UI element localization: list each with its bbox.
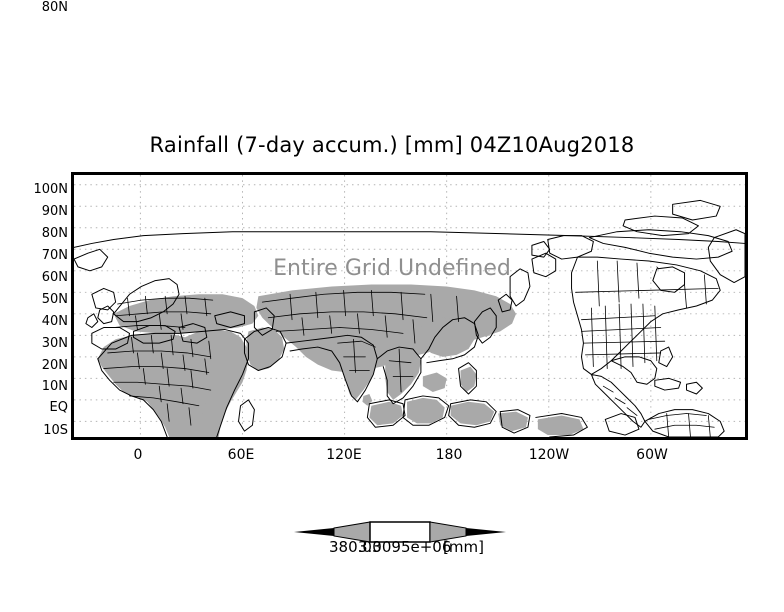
coastlines-and-borders xyxy=(74,199,745,437)
x-tick-label: 60E xyxy=(227,447,255,463)
y-tick-label: 50N xyxy=(41,292,68,307)
y-tick-label: 60N xyxy=(41,270,68,285)
colorbar-extend-max-spike xyxy=(466,528,506,536)
y-tick-label: 90N xyxy=(41,204,68,219)
x-tick-label: 0 xyxy=(133,447,143,463)
x-tick-label: 120W xyxy=(528,447,570,463)
colorbar-units-label: [mm] xyxy=(443,538,484,556)
y-tick-label: 80N xyxy=(41,0,68,15)
y-tick-label: 70N xyxy=(41,248,68,263)
x-tick-label: 60W xyxy=(636,447,668,463)
us-state-borders xyxy=(581,303,666,369)
colorbar-min-label: 380.03 xyxy=(329,538,382,556)
colorbar-svg xyxy=(294,521,506,543)
colorbar[interactable] xyxy=(292,518,508,568)
y-tick-label: 100N xyxy=(33,182,68,197)
country-borders xyxy=(103,260,719,437)
y-tick-label: 20N xyxy=(41,358,68,373)
x-tick-label: 120E xyxy=(326,447,362,463)
x-tick-label: 180 xyxy=(435,447,463,463)
y-tick-label: EQ xyxy=(49,400,68,415)
colorbar-max-label: 3.0095e+06 xyxy=(358,538,452,556)
y-tick-label: 10S xyxy=(43,423,68,438)
world-map-svg xyxy=(74,175,745,437)
map-plot-area[interactable] xyxy=(71,172,748,440)
y-tick-label: 40N xyxy=(41,314,68,329)
page-title: Rainfall (7-day accum.) [mm] 04Z10Aug201… xyxy=(149,133,635,157)
y-tick-label: 10N xyxy=(41,379,68,394)
y-tick-label: 30N xyxy=(41,336,68,351)
shaded-land-mask xyxy=(97,284,584,437)
y-tick-label: 80N xyxy=(41,226,68,241)
gridlines xyxy=(74,175,745,437)
colorbar-extend-min-spike xyxy=(294,528,334,536)
